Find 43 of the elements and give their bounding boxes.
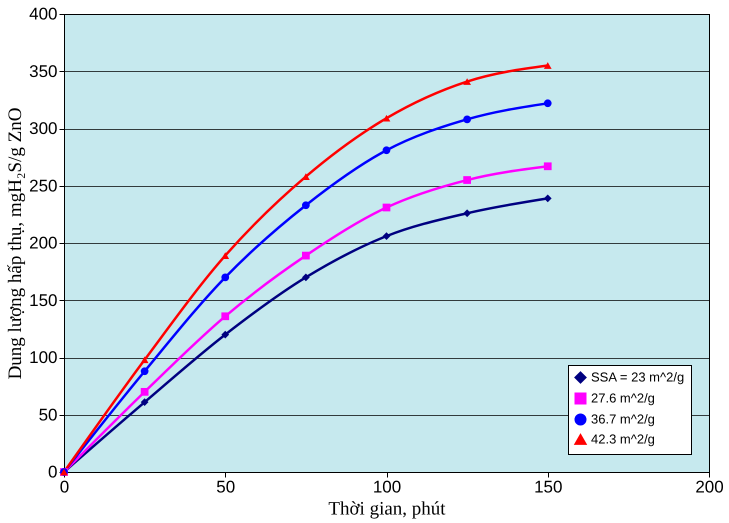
point bbox=[382, 232, 390, 240]
x-axis-title: Thời gian, phút bbox=[328, 498, 446, 520]
point bbox=[140, 356, 148, 364]
point bbox=[463, 115, 471, 124]
x-tick-label: 150 bbox=[534, 478, 562, 496]
y-tick-label: 250 bbox=[29, 176, 58, 196]
y-tick-label: 100 bbox=[29, 348, 58, 367]
point bbox=[221, 312, 230, 320]
y-tick-label: 400 bbox=[29, 4, 58, 24]
point bbox=[463, 209, 471, 218]
y-tick-label: 300 bbox=[29, 119, 58, 138]
point bbox=[302, 273, 310, 282]
point bbox=[221, 330, 230, 338]
point bbox=[140, 398, 148, 406]
point bbox=[382, 146, 390, 154]
point bbox=[544, 162, 552, 170]
point bbox=[140, 388, 148, 396]
point bbox=[302, 252, 310, 260]
x-tick-label: 0 bbox=[60, 478, 70, 496]
y-tick-label: 150 bbox=[29, 290, 58, 310]
legend-label: 42.3 m^2/g bbox=[591, 432, 655, 446]
point bbox=[382, 204, 390, 212]
y-tick-label: 350 bbox=[29, 62, 58, 81]
point bbox=[544, 194, 552, 202]
legend-label: SSA = 23 m^2/g bbox=[591, 370, 684, 384]
y-tick-label: 0 bbox=[48, 462, 58, 482]
y-axis-title: Dung lượng hấp thụ, mgH₂S/g ZnO bbox=[5, 108, 26, 380]
x-tick-label: 200 bbox=[695, 478, 724, 496]
x-tick-label: 100 bbox=[372, 478, 402, 496]
point bbox=[221, 252, 230, 259]
point bbox=[382, 114, 390, 122]
point bbox=[544, 99, 552, 108]
legend-label: 36.7 m^2/g bbox=[591, 412, 655, 426]
y-tick-label: 50 bbox=[38, 405, 58, 424]
point bbox=[544, 62, 552, 69]
point bbox=[140, 367, 148, 376]
x-tick-label: 50 bbox=[216, 478, 236, 496]
point bbox=[463, 176, 471, 184]
point bbox=[221, 273, 230, 282]
point bbox=[302, 201, 310, 210]
legend-label: 27.6 m^2/g bbox=[591, 390, 655, 406]
y-tick-label: 200 bbox=[29, 234, 58, 252]
point bbox=[463, 78, 471, 85]
